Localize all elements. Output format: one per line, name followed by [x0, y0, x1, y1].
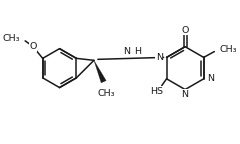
- Text: O: O: [29, 42, 37, 51]
- Text: CH₃: CH₃: [98, 89, 115, 97]
- Text: N: N: [208, 74, 215, 83]
- Text: N: N: [123, 47, 130, 56]
- Text: HS: HS: [150, 87, 163, 96]
- Text: H: H: [134, 47, 141, 56]
- Text: N: N: [182, 90, 189, 99]
- Polygon shape: [94, 60, 106, 83]
- Text: CH₃: CH₃: [3, 34, 20, 43]
- Text: N: N: [156, 53, 163, 62]
- Text: CH₃: CH₃: [219, 45, 237, 54]
- Text: O: O: [181, 26, 189, 35]
